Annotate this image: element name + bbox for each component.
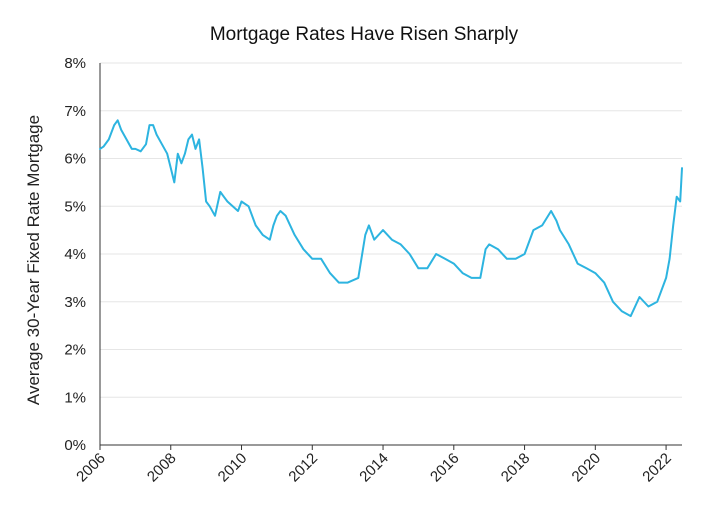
x-tick-label: 2020 <box>569 450 605 486</box>
axes <box>99 63 682 450</box>
x-tick-label: 2006 <box>73 450 109 486</box>
y-tick-label: 4% <box>64 246 86 263</box>
x-tick-label: 2014 <box>356 450 392 486</box>
x-tick-label: 2008 <box>144 450 180 486</box>
gridlines <box>100 62 682 398</box>
y-tick-label: 6% <box>64 151 86 168</box>
series-line-0 <box>99 119 683 318</box>
chart-title: Mortgage Rates Have Risen Sharply <box>210 24 519 45</box>
x-tick-labels: 2006 2008 2010 2012 2014 2016 2018 2020 2022 <box>73 450 675 486</box>
y-tick-label: 5% <box>64 198 86 215</box>
y-tick-label: 1% <box>64 389 86 406</box>
x-tick-label: 2012 <box>285 450 321 486</box>
y-tick-label: 2% <box>64 342 86 359</box>
x-tick-label: 2016 <box>427 450 463 486</box>
y-tick-labels: 0% 1% 2% 3% 4% 5% 6% 7% 8% <box>64 55 86 454</box>
y-tick-label: 0% <box>64 437 86 454</box>
x-tick-label: 2018 <box>498 450 534 486</box>
series-layer <box>99 119 683 318</box>
y-tick-label: 3% <box>64 294 86 311</box>
y-tick-label: 7% <box>64 103 86 120</box>
x-tick-label: 2010 <box>215 450 251 486</box>
y-axis-label: Average 30-Year Fixed Rate Mortgage <box>24 115 43 405</box>
y-tick-label: 8% <box>64 55 86 72</box>
x-tick-label: 2022 <box>639 450 675 486</box>
